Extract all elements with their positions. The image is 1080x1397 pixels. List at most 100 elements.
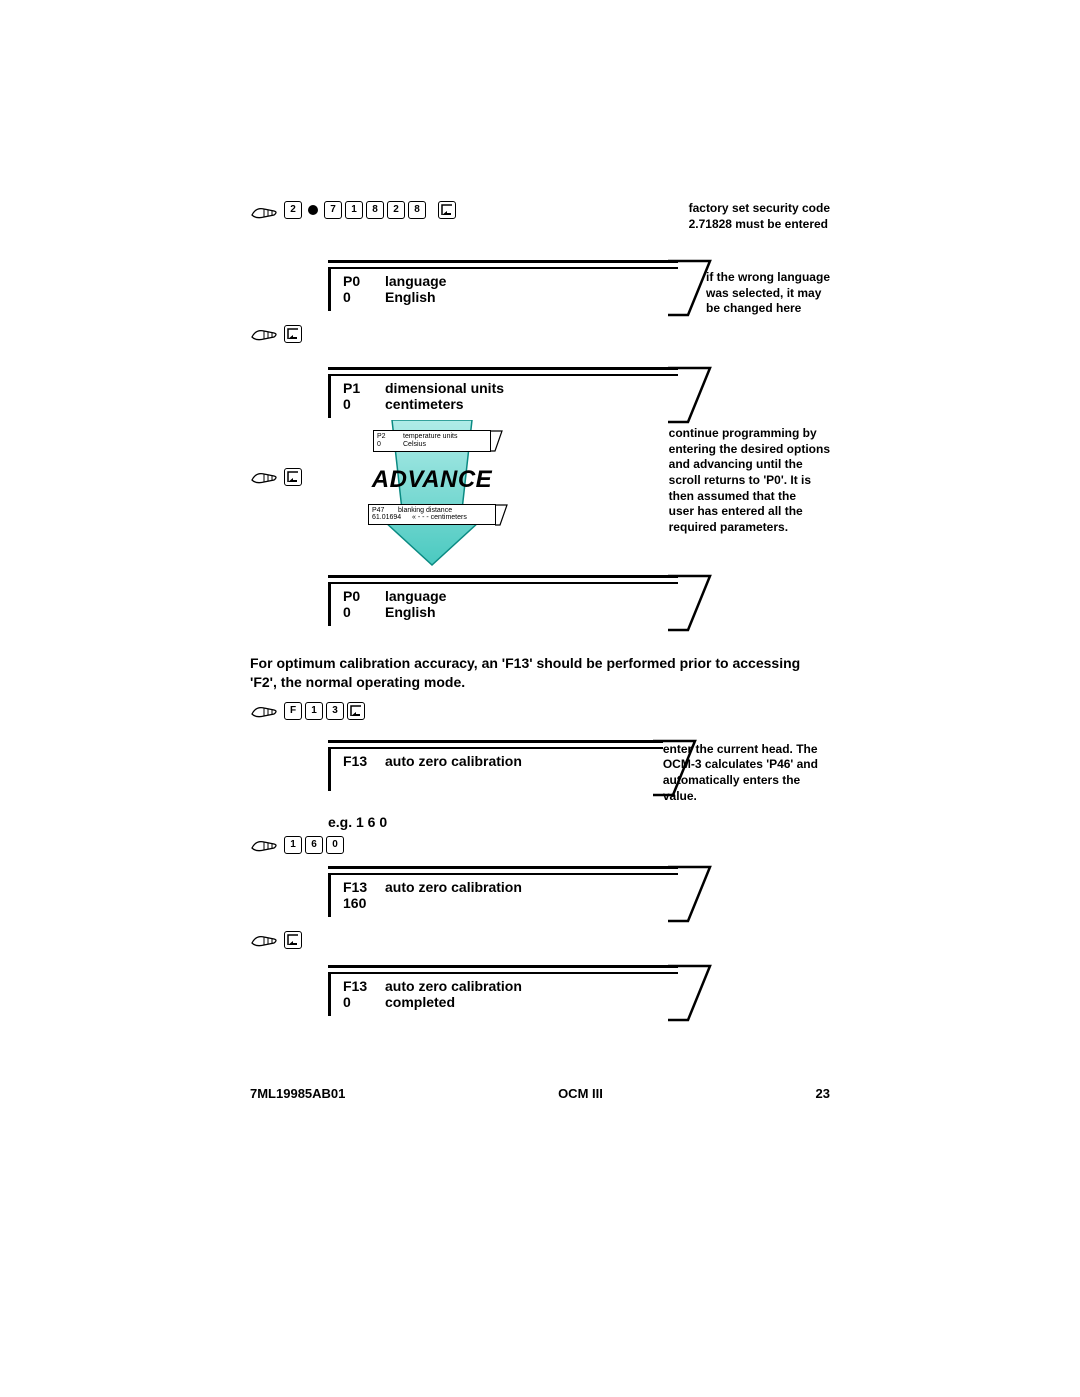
code: P0 <box>343 273 385 289</box>
code: 0 <box>343 289 385 305</box>
display-f13-completed: F13auto zero calibration 0completed <box>328 965 678 1016</box>
hand-icon <box>250 466 280 488</box>
key-8: 8 <box>366 201 384 219</box>
advance-arrow: P2temperature units 0Celsius ADVANCE P47… <box>332 426 532 553</box>
label: completed <box>385 994 455 1010</box>
security-note: factory set security code 2.71828 must b… <box>689 201 830 232</box>
label: language <box>385 273 446 289</box>
key-1: 1 <box>345 201 363 219</box>
code: P0 <box>343 588 385 604</box>
lang-note: if the wrong language was selected, it m… <box>706 270 830 317</box>
code: 160 <box>343 895 385 911</box>
code: 0 <box>343 396 385 412</box>
label: Celsius <box>403 441 426 449</box>
step-enter-final <box>250 929 830 951</box>
step-enter <box>250 323 830 345</box>
code: P2 <box>377 433 403 441</box>
note-line: required parameters. <box>669 520 830 536</box>
display-f13-160: F13auto zero calibration 160 <box>328 866 678 917</box>
display-tail-icon <box>658 573 718 633</box>
note-line: factory set security code <box>689 201 830 217</box>
key-7: 7 <box>324 201 342 219</box>
note-line: and advancing until the <box>669 457 830 473</box>
step-f13-display: F13auto zero calibration enter the curre… <box>250 728 830 804</box>
display-tail-icon <box>658 365 718 425</box>
label: auto zero calibration <box>385 879 522 895</box>
example-label: e.g. 1 6 0 <box>328 814 830 830</box>
label: blanking distance <box>398 507 452 515</box>
display-tail-icon <box>643 738 703 798</box>
key-dot <box>308 205 318 215</box>
advance-label: ADVANCE <box>332 466 532 494</box>
label: dimensional units <box>385 380 504 396</box>
footer-page-num: 23 <box>816 1086 830 1101</box>
display-f13-1: F13auto zero calibration <box>328 740 663 791</box>
code: 0 <box>343 994 385 1010</box>
step-security: 2 7 1 8 2 8 factory set security code 2.… <box>250 201 830 232</box>
hand-icon <box>250 834 280 856</box>
hand-icon <box>250 323 280 345</box>
code: 0 <box>377 441 403 449</box>
note-line: be changed here <box>706 301 830 317</box>
display-p1-units: P1dimensional units 0centimeters <box>328 367 678 418</box>
note-line: then assumed that the <box>669 489 830 505</box>
enter-key-icon <box>284 325 302 343</box>
key-2: 2 <box>284 201 302 219</box>
code: P1 <box>343 380 385 396</box>
key-3: 3 <box>326 702 344 720</box>
display-tail-icon <box>658 864 718 924</box>
note-line: scroll returns to 'P0'. It is <box>669 473 830 489</box>
display-p0-lang: P0language 0English <box>328 260 678 311</box>
enter-key-icon <box>347 702 365 720</box>
key-8b: 8 <box>408 201 426 219</box>
label: temperature units <box>403 433 457 441</box>
label: centimeters <box>385 396 464 412</box>
manual-page: 2 7 1 8 2 8 factory set security code 2.… <box>0 0 1080 1181</box>
footer-title: OCM III <box>558 1086 603 1101</box>
page-footer: 7ML19985AB01 OCM III 23 <box>250 1086 830 1101</box>
key-0: 0 <box>326 836 344 854</box>
note-line: if the wrong language <box>706 270 830 286</box>
key-1: 1 <box>305 702 323 720</box>
code: F13 <box>343 879 385 895</box>
label: English <box>385 604 436 620</box>
code: F13 <box>343 753 385 769</box>
enter-key-icon <box>438 201 456 219</box>
display-tail-icon <box>658 963 718 1023</box>
mini-display-bottom: P47blanking distance 61.01694« - - - cen… <box>368 504 496 525</box>
hand-icon <box>250 700 280 722</box>
advance-note: continue programming by entering the des… <box>669 426 830 535</box>
key-F: F <box>284 702 302 720</box>
key-2b: 2 <box>387 201 405 219</box>
label: auto zero calibration <box>385 978 522 994</box>
key-6: 6 <box>305 836 323 854</box>
display-tail-icon <box>658 258 718 318</box>
code: 0 <box>343 604 385 620</box>
step-f13: F 1 3 <box>250 700 830 722</box>
note-line: continue programming by <box>669 426 830 442</box>
hand-icon <box>250 929 280 951</box>
key-1: 1 <box>284 836 302 854</box>
mini-display-top: P2temperature units 0Celsius <box>373 430 491 451</box>
label: English <box>385 289 436 305</box>
note-line: was selected, it may <box>706 286 830 302</box>
step-lang: P0language 0English if the wrong languag… <box>250 238 830 319</box>
code: F13 <box>343 978 385 994</box>
label: auto zero calibration <box>385 753 522 769</box>
hand-icon <box>250 201 280 223</box>
note-line: 2.71828 must be entered <box>689 217 830 233</box>
note-line: user has entered all the <box>669 504 830 520</box>
code: P47 <box>372 507 398 515</box>
footer-doc-id: 7ML19985AB01 <box>250 1086 345 1101</box>
label: « - - - centimeters <box>412 514 467 522</box>
label: language <box>385 588 446 604</box>
key-sequence: 2 7 1 8 2 8 <box>284 201 456 219</box>
step-160: 1 6 0 <box>250 834 830 856</box>
enter-key-icon <box>284 468 302 486</box>
calibration-paragraph: For optimum calibration accuracy, an 'F1… <box>250 654 830 692</box>
step-advance: P2temperature units 0Celsius ADVANCE P47… <box>250 426 830 553</box>
enter-key-icon <box>284 931 302 949</box>
code: 61.01694 <box>372 514 412 522</box>
note-line: entering the desired options <box>669 442 830 458</box>
display-p0-lang-repeat: P0language 0English <box>328 575 678 626</box>
